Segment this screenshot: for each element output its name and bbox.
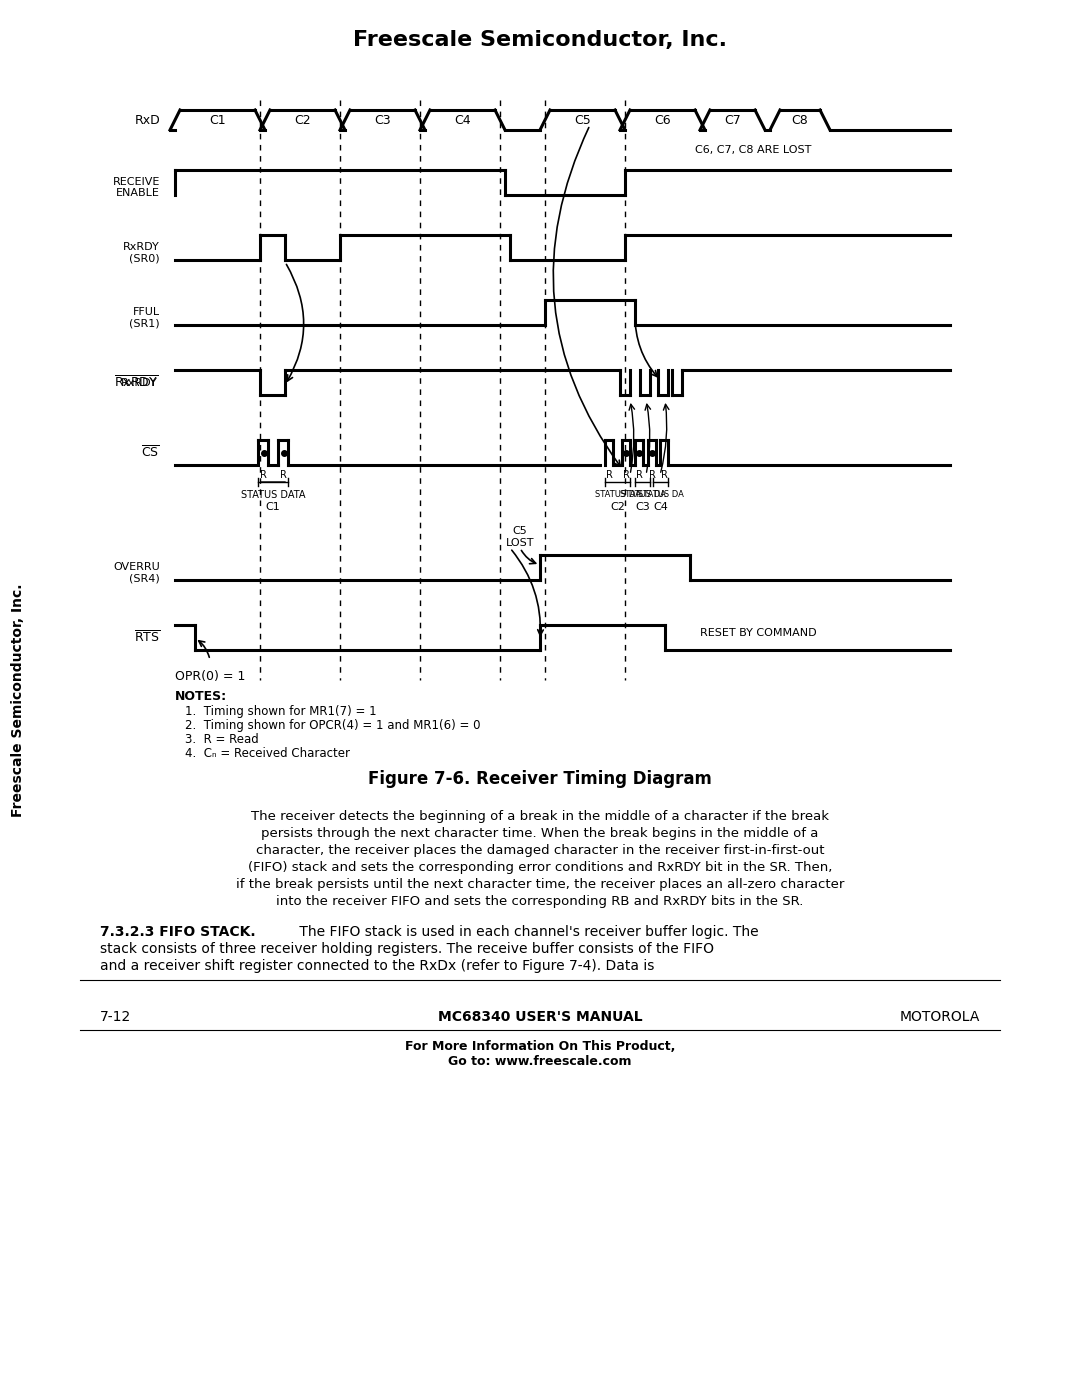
Text: C3: C3 — [635, 502, 650, 511]
Text: 1.  Timing shown for MR1(7) = 1: 1. Timing shown for MR1(7) = 1 — [185, 705, 377, 718]
Text: persists through the next character time. When the break begins in the middle of: persists through the next character time… — [261, 827, 819, 840]
Text: MOTOROLA: MOTOROLA — [900, 1010, 980, 1024]
Text: 3.  R = Read: 3. R = Read — [185, 733, 259, 746]
Text: STATUS DA: STATUS DA — [637, 490, 684, 499]
Text: C1: C1 — [266, 502, 281, 511]
Text: R: R — [280, 469, 286, 481]
Text: For More Information On This Product,: For More Information On This Product, — [405, 1039, 675, 1053]
Text: Figure 7-6. Receiver Timing Diagram: Figure 7-6. Receiver Timing Diagram — [368, 770, 712, 788]
Text: $\overline{\mathrm{RxRDY}}$: $\overline{\mathrm{RxRDY}}$ — [114, 374, 158, 390]
Text: and a receiver shift register connected to the RxDx (refer to Figure 7-4). Data : and a receiver shift register connected … — [100, 958, 654, 972]
Text: C2: C2 — [294, 113, 311, 127]
Text: RxD: RxD — [134, 113, 160, 127]
Text: C6, C7, C8 ARE LOST: C6, C7, C8 ARE LOST — [696, 145, 811, 155]
Text: 2.  Timing shown for OPCR(4) = 1 and MR1(6) = 0: 2. Timing shown for OPCR(4) = 1 and MR1(… — [185, 719, 481, 732]
Text: Freescale Semiconductor, Inc.: Freescale Semiconductor, Inc. — [353, 29, 727, 50]
Text: R: R — [661, 469, 667, 481]
Text: C8: C8 — [792, 113, 808, 127]
Text: $\overline{\mathrm{CS}}$: $\overline{\mathrm{CS}}$ — [141, 444, 160, 460]
Text: 4.  Cₙ = Received Character: 4. Cₙ = Received Character — [185, 747, 350, 760]
Text: R: R — [259, 469, 267, 481]
Text: C5: C5 — [575, 113, 591, 127]
Text: C2: C2 — [610, 502, 625, 511]
Text: R: R — [635, 469, 643, 481]
Text: Go to: www.freescale.com: Go to: www.freescale.com — [448, 1055, 632, 1067]
Text: into the receiver FIFO and sets the corresponding RB and RxRDY bits in the SR.: into the receiver FIFO and sets the corr… — [276, 895, 804, 908]
Text: RESET BY COMMAND: RESET BY COMMAND — [700, 627, 816, 637]
Text: MC68340 USER'S MANUAL: MC68340 USER'S MANUAL — [437, 1010, 643, 1024]
Text: OPR(0) = 1: OPR(0) = 1 — [175, 671, 245, 683]
Text: if the break persists until the next character time, the receiver places an all-: if the break persists until the next cha… — [235, 877, 845, 891]
Text: C4: C4 — [653, 502, 667, 511]
Text: C4: C4 — [455, 113, 471, 127]
Text: 7.3.2.3 FIFO STACK.: 7.3.2.3 FIFO STACK. — [100, 925, 256, 939]
Text: 7-12: 7-12 — [100, 1010, 132, 1024]
Text: C5
LOST: C5 LOST — [505, 527, 535, 548]
Text: The FIFO stack is used in each channel's receiver buffer logic. The: The FIFO stack is used in each channel's… — [295, 925, 758, 939]
Text: R: R — [606, 469, 612, 481]
Text: STATUS DA: STATUS DA — [620, 490, 665, 499]
Text: RxRDY
(SR0): RxRDY (SR0) — [123, 242, 160, 263]
Text: OVERRU
(SR4): OVERRU (SR4) — [113, 562, 160, 584]
Text: FFUL
(SR1): FFUL (SR1) — [130, 307, 160, 328]
Text: The receiver detects the beginning of a break in the middle of a character if th: The receiver detects the beginning of a … — [251, 810, 829, 823]
Text: $\overline{\mathrm{RTS}}$: $\overline{\mathrm{RTS}}$ — [134, 630, 160, 645]
Text: RxRDY: RxRDY — [121, 377, 158, 387]
Text: Freescale Semiconductor, Inc.: Freescale Semiconductor, Inc. — [11, 584, 25, 817]
Text: character, the receiver places the damaged character in the receiver first-in-fi: character, the receiver places the damag… — [256, 844, 824, 856]
Text: R: R — [622, 469, 630, 481]
Text: (FIFO) stack and sets the corresponding error conditions and RxRDY bit in the SR: (FIFO) stack and sets the corresponding … — [247, 861, 833, 875]
Text: R: R — [649, 469, 656, 481]
Text: C3: C3 — [374, 113, 391, 127]
Text: C1: C1 — [210, 113, 226, 127]
Text: NOTES:: NOTES: — [175, 690, 227, 703]
Text: C6: C6 — [654, 113, 671, 127]
Text: RECEIVE
ENABLE: RECEIVE ENABLE — [112, 176, 160, 198]
Text: STATUS DATA: STATUS DATA — [241, 490, 306, 500]
Text: STATUS DA: STATUS DA — [595, 490, 640, 499]
Text: stack consists of three receiver holding registers. The receive buffer consists : stack consists of three receiver holding… — [100, 942, 714, 956]
Text: C7: C7 — [724, 113, 741, 127]
